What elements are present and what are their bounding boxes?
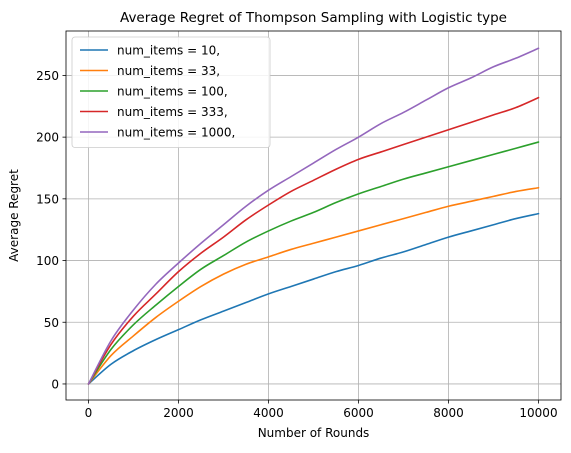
y-tick-label: 250 [36, 69, 59, 83]
y-tick-label: 100 [36, 254, 59, 268]
series-line-4 [87, 47, 540, 385]
x-tick-label: 10000 [519, 406, 557, 420]
series-line-1 [87, 186, 540, 385]
y-tick-label: 150 [36, 192, 59, 206]
legend-label-0: num_items = 10, [117, 44, 220, 58]
legend-label-1: num_items = 33, [117, 64, 220, 78]
plot-frame [65, 30, 562, 401]
x-tick-label: 4000 [253, 406, 284, 420]
legend-label-2: num_items = 100, [117, 85, 228, 99]
y-tick-label: 0 [51, 377, 59, 391]
y-axis-label: Average Regret [7, 169, 21, 262]
chart-title: Average Regret of Thompson Sampling with… [120, 10, 507, 26]
series-layer [87, 47, 540, 385]
series-line-2 [87, 141, 540, 385]
x-tick-label: 8000 [433, 406, 464, 420]
x-tick-label: 6000 [343, 406, 374, 420]
x-tick-label: 0 [85, 406, 93, 420]
legend-box [71, 36, 271, 148]
x-axis-label: Number of Rounds [258, 426, 370, 440]
y-tick-label: 200 [36, 131, 59, 145]
legend-label-4: num_items = 1000, [117, 126, 235, 140]
series-line-0 [87, 212, 540, 385]
series-line-3 [87, 96, 540, 385]
tick-layer: 0 2000 4000 6000 8000 10000 0 50 100 150 200 250 [36, 69, 558, 420]
y-tick-label: 50 [44, 316, 59, 330]
x-tick-label: 2000 [163, 406, 194, 420]
legend: num_items = 10, num_items = 33, num_items … [71, 36, 271, 148]
legend-label-3: num_items = 333, [117, 105, 228, 119]
